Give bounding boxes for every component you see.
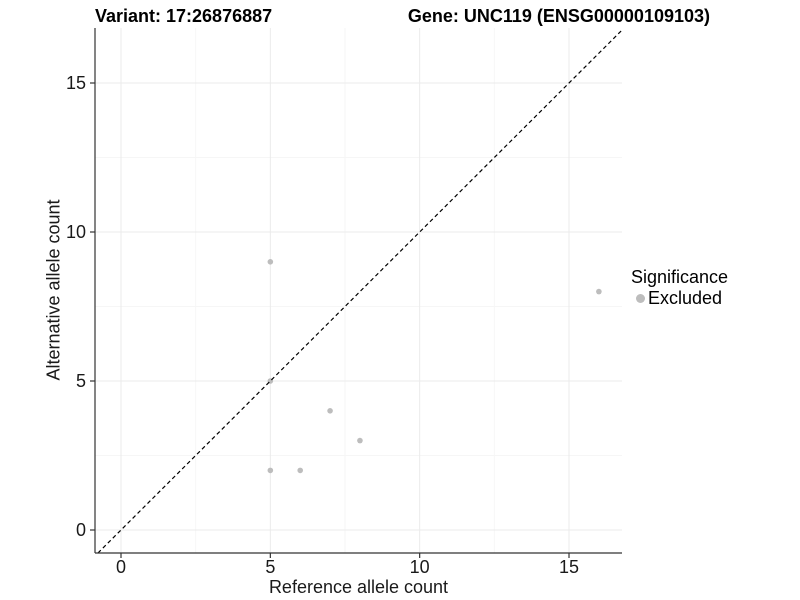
plot-title-row: Variant: 17:26876887 Gene: UNC119 (ENSG0…	[95, 6, 710, 27]
y-tick-label: 0	[76, 520, 86, 540]
x-tick-label: 15	[559, 557, 579, 577]
legend-point-icon	[636, 294, 645, 303]
data-point	[267, 467, 274, 474]
gene-title: Gene: UNC119 (ENSG00000109103)	[407, 6, 710, 26]
x-tick-label: 0	[116, 557, 126, 577]
identity-line	[97, 29, 623, 554]
variant-title: Variant: 17:26876887	[95, 6, 273, 26]
y-axis-label: Alternative allele count	[43, 199, 64, 381]
data-point	[357, 437, 363, 444]
data-point	[297, 467, 304, 474]
data-point	[596, 288, 602, 295]
x-tick-label: 5	[265, 557, 275, 577]
legend-title: Significance	[631, 267, 729, 287]
legend: Significance Excluded	[631, 267, 728, 308]
legend-item-excluded: Excluded	[631, 288, 728, 308]
data-point	[327, 408, 333, 414]
y-tick-label: 10	[66, 222, 86, 242]
y-tick-label: 5	[76, 371, 86, 391]
x-tick-label: 10	[410, 557, 430, 577]
data-point	[267, 259, 274, 265]
x-axis-label: Reference allele count	[268, 577, 449, 597]
y-tick-label: 15	[66, 73, 86, 93]
legend-item-label: Excluded	[648, 288, 723, 308]
